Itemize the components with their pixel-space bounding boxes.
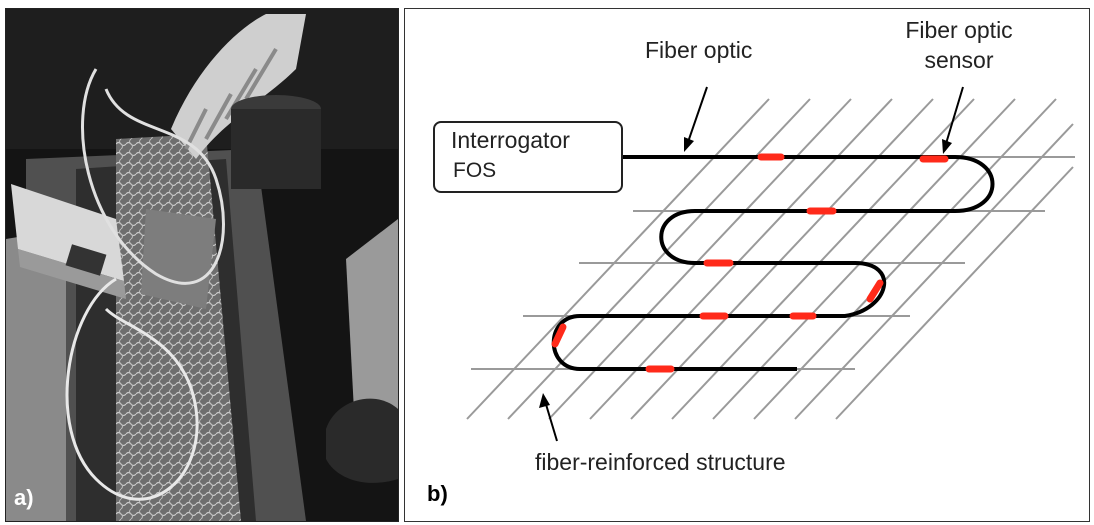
grid-line-d xyxy=(630,98,934,420)
gloved-hand xyxy=(171,14,306,159)
arrow-heads xyxy=(539,137,952,408)
grid-line-d xyxy=(712,98,1016,420)
grid-line-d xyxy=(671,98,975,420)
fiber-optic-sensor-label-line1: Fiber optic xyxy=(905,17,1013,43)
grid-line-d xyxy=(507,98,811,420)
sensor-arrow-head xyxy=(942,139,952,154)
sensor-group xyxy=(551,153,949,373)
annotation-arrows xyxy=(544,86,964,442)
fiber-optic-sensor-label-line2: sensor xyxy=(924,47,994,73)
sensor-arrow xyxy=(944,86,964,148)
grid-line-d xyxy=(548,98,852,420)
interrogator-label: Interrogator xyxy=(451,127,570,153)
grid-line-d xyxy=(794,123,1074,420)
fiber-optic-label: Fiber optic xyxy=(645,37,753,63)
grid-line-d xyxy=(835,166,1074,420)
photo-illustration xyxy=(6,9,398,521)
grid-line-d xyxy=(466,98,770,420)
structure-arrow xyxy=(544,400,558,442)
fiber-optic-arrow-head xyxy=(684,137,694,152)
trowel xyxy=(141,209,216,309)
fiber-optic-sensor xyxy=(866,279,884,303)
fiber-optic-sensor xyxy=(551,323,567,348)
interrogator-box: Interrogator FOS xyxy=(433,121,623,193)
worker-legs xyxy=(346,219,398,449)
photo-panel: a) xyxy=(5,8,399,522)
grid-line-d xyxy=(589,98,893,420)
fiber-optic-path xyxy=(551,155,995,371)
schematic-diagram xyxy=(466,86,1075,442)
fiber-optic-arrow xyxy=(686,86,708,146)
interrogator-fos-label: FOS xyxy=(453,159,497,182)
schematic-panel: Interrogator FOS Fiber optic Fiber optic… xyxy=(404,8,1090,522)
panel-a-label: a) xyxy=(14,485,34,510)
boot xyxy=(326,398,398,483)
structure-label: fiber-reinforced structure xyxy=(535,449,786,475)
panel-b-label: b) xyxy=(427,481,448,506)
grid-line-d xyxy=(753,98,1057,420)
structure-arrow-head xyxy=(539,393,550,408)
